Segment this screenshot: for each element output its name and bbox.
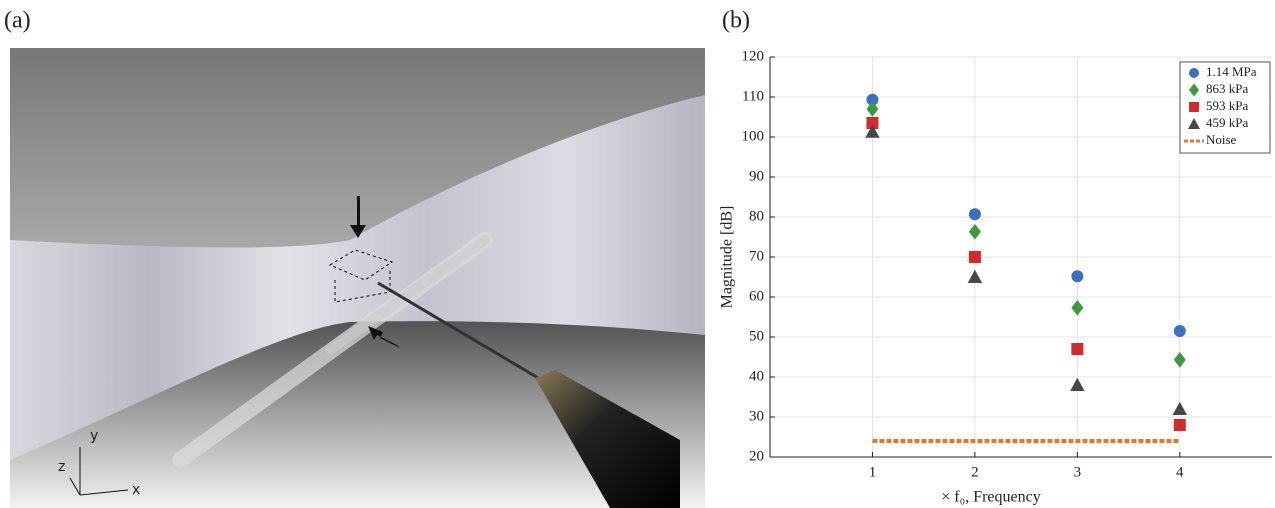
y-tick-label: 110 [742,88,764,104]
legend-label: 863 kPa [1206,81,1248,96]
point [1173,325,1186,337]
x-tick-label: 1 [869,464,877,480]
y-tick-label: 90 [749,168,764,184]
legend-marker [1188,118,1200,129]
y-axis-label: Magnitude [dB] [719,206,736,309]
y-tick-label: 20 [749,448,764,464]
legend-label: Noise [1206,132,1237,147]
y-tick-label: 60 [749,288,764,304]
point [968,224,981,240]
y-tick-label: 30 [749,408,764,424]
legend-marker [1189,68,1199,78]
legend-label: 593 kPa [1206,98,1248,113]
legend-marker [1189,83,1199,97]
x-axis-label: × f₀, Frequency [941,489,1040,506]
y-tick-label: 100 [742,128,765,144]
axis-label: y [90,428,98,444]
point [1071,270,1084,283]
point [866,93,879,106]
panel-label: (a) [4,8,31,34]
legend-label: 459 kPa [1206,115,1248,130]
point [866,117,879,129]
point [865,124,880,138]
y-tick-label: 40 [749,368,764,384]
point [1070,377,1085,391]
point [1071,343,1084,355]
point [1172,401,1187,415]
chart: 20 30 40 50 60 70 80 90 100 110 120 1 2 3 4 × f₀, Frequ… [719,48,1272,506]
panel-label: (b) [722,8,750,34]
point [1173,419,1186,431]
y-tick-label: 70 [749,248,764,264]
point [967,269,983,283]
y-tick-label: 80 [749,208,764,224]
x-tick-label: 4 [1176,464,1184,480]
point [968,251,981,263]
x-tick-label: 3 [1074,464,1082,480]
point [866,101,879,117]
x-tick-label: 2 [971,464,979,480]
point [968,208,981,221]
axis-label: z [58,459,65,475]
y-tick-label: 50 [749,328,764,344]
point [1071,300,1084,316]
axis-label: x [132,482,140,498]
point [1173,352,1186,368]
render-image: x y z [10,48,705,508]
legend-label: 1.14 MPa [1206,64,1257,79]
legend-marker [1189,102,1199,112]
y-tick-label: 120 [742,48,765,64]
